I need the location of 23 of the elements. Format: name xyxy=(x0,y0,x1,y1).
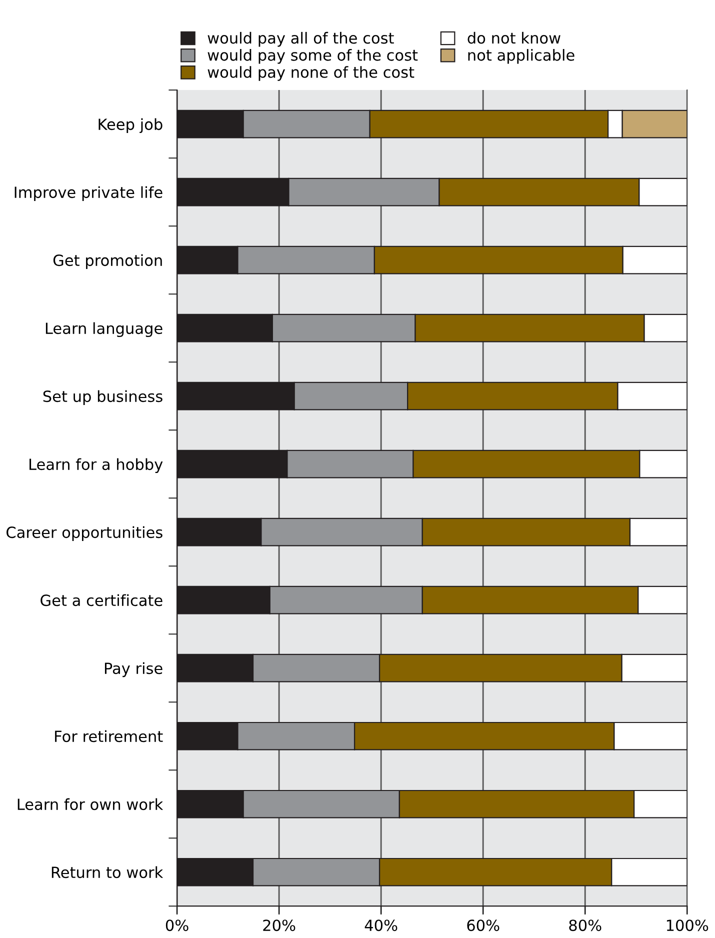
y-tick-label: Set up business xyxy=(43,390,162,406)
x-tick-label: 20% xyxy=(263,920,296,932)
legend-label: would pay none of the cost xyxy=(208,66,414,81)
x-tick-label: 100% xyxy=(666,920,708,932)
y-tick-label: Improve private life xyxy=(14,186,162,202)
y-tick-label: Get a certificate xyxy=(40,594,162,606)
x-tick-label: 60% xyxy=(467,920,500,932)
y-tick-label: Career opportunities xyxy=(6,526,162,542)
y-tick-label: Learn for own work xyxy=(18,798,164,810)
legend-label: do not know xyxy=(468,32,560,44)
y-tick-label: Keep job xyxy=(98,118,162,134)
x-tick-label: 40% xyxy=(364,920,398,932)
legend-label: would pay some of the cost xyxy=(208,49,418,64)
y-tick-label: Learn language xyxy=(46,322,162,338)
y-tick-label: Learn for a hobby xyxy=(30,458,163,474)
y-tick-label: Return to work xyxy=(52,866,164,878)
y-tick-label: Pay rise xyxy=(104,662,162,678)
legend-label: would pay all of the cost xyxy=(208,32,394,47)
y-tick-label: Get promotion xyxy=(53,254,162,270)
legend-label: not applicable xyxy=(468,49,574,64)
x-tick-label: 0% xyxy=(166,920,188,932)
y-tick-label: For retirement xyxy=(55,730,163,742)
x-tick-label: 80% xyxy=(569,920,602,932)
